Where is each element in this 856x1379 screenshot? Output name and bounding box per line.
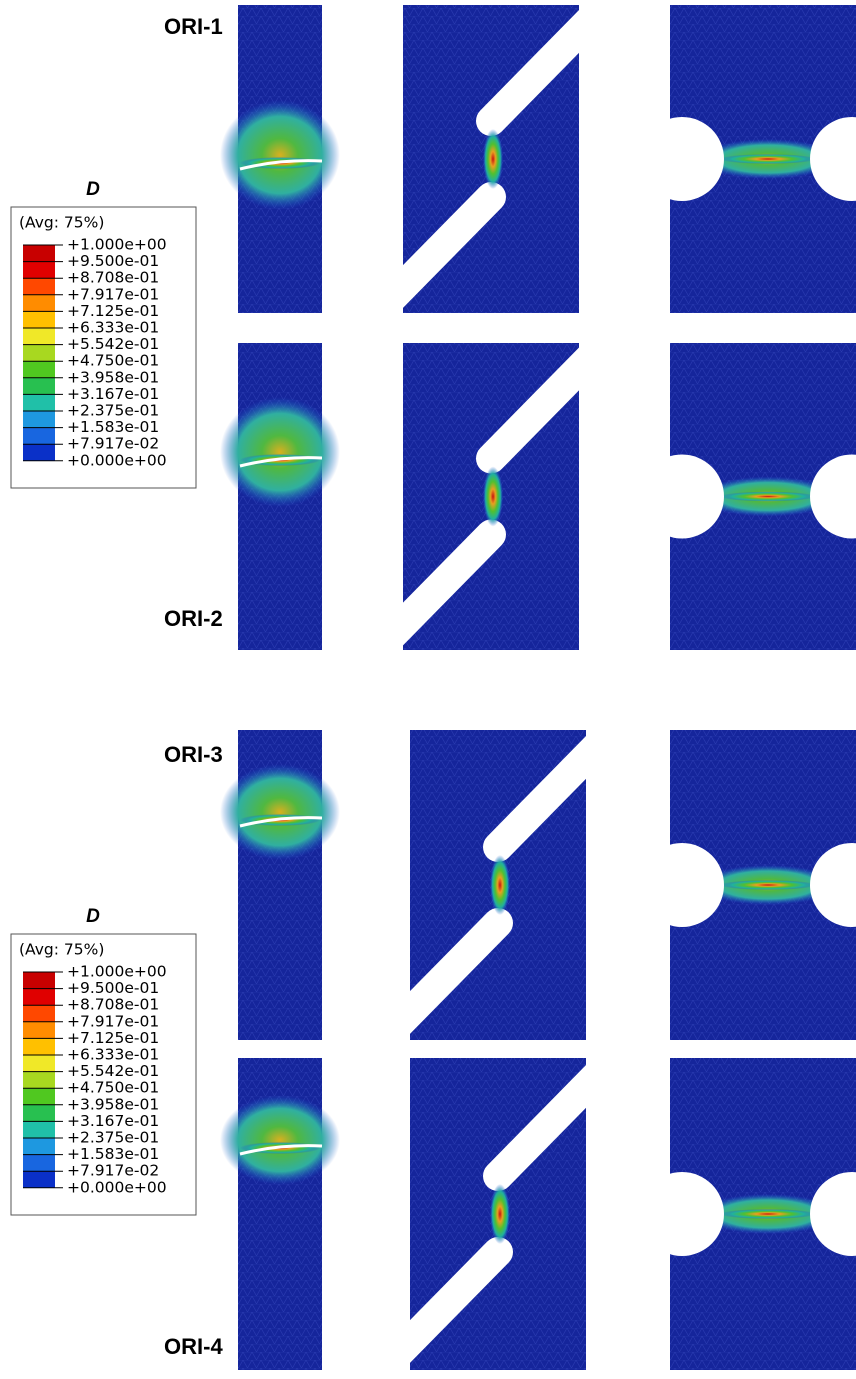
legend-swatch — [23, 1171, 55, 1188]
damage-crack — [720, 1209, 816, 1219]
legend-swatch — [23, 1055, 55, 1072]
legend-swatch — [23, 411, 55, 428]
legend-level: +8.708e-01 — [67, 996, 159, 1014]
legend-level: +0.000e+00 — [67, 451, 167, 469]
legend-level: +0.000e+00 — [67, 1178, 167, 1196]
damage-crack — [720, 880, 816, 890]
legend-level: +7.917e-01 — [67, 285, 159, 303]
legend-level: +7.125e-01 — [67, 1029, 159, 1047]
row-label: ORI-2 — [164, 606, 223, 631]
figure: ORI-1 ORI-2 ORI-3 ORI-4 D (Avg: 75%) +1.000e+0… — [0, 0, 856, 1375]
legend-level: +9.500e-01 — [67, 979, 159, 997]
legend-subtitle: (Avg: 75%) — [19, 214, 104, 232]
legend-swatch — [23, 311, 55, 328]
legend-level: +7.917e-02 — [67, 1162, 159, 1180]
legend-level: +3.167e-01 — [67, 385, 159, 403]
row-label: ORI-3 — [164, 742, 223, 767]
legend-level: +2.375e-01 — [67, 402, 159, 420]
legend-swatch — [23, 428, 55, 445]
legend-swatch — [23, 378, 55, 395]
legend-swatch — [23, 245, 55, 262]
notch — [640, 1172, 724, 1256]
notch — [640, 455, 724, 539]
damage-zone — [483, 467, 503, 527]
legend-swatch — [23, 361, 55, 378]
notch — [640, 117, 724, 201]
legend-swatch — [23, 972, 55, 989]
legend-swatch — [23, 295, 55, 312]
damage-zone — [220, 100, 340, 210]
specimen-row — [220, 343, 856, 655]
legend-swatch — [23, 328, 55, 345]
legend-level: +5.542e-01 — [67, 1062, 159, 1080]
damage-zone — [490, 1184, 510, 1244]
row-label: ORI-1 — [164, 14, 223, 39]
legend-level: +1.000e+00 — [67, 963, 167, 981]
damage-crack — [720, 154, 816, 164]
legend-swatch — [23, 1022, 55, 1039]
damage-crack — [720, 492, 816, 502]
legend-level: +8.708e-01 — [67, 269, 159, 287]
legend-subtitle: (Avg: 75%) — [19, 941, 104, 959]
legend-level: +1.583e-01 — [67, 418, 159, 436]
legend-swatch — [23, 394, 55, 411]
legend-level: +3.958e-01 — [67, 368, 159, 386]
damage-zone — [490, 855, 510, 915]
damage-zone — [483, 129, 503, 189]
legend-swatch — [23, 1072, 55, 1089]
damage-zone — [220, 1095, 340, 1185]
legend-swatch — [23, 1038, 55, 1055]
legend-swatch — [23, 1138, 55, 1155]
legend-swatch — [23, 1121, 55, 1138]
legend-level: +7.125e-01 — [67, 302, 159, 320]
row-label: ORI-4 — [164, 1334, 223, 1359]
legend-swatch — [23, 1005, 55, 1022]
legend-level: +1.000e+00 — [67, 236, 167, 254]
legend-level: +7.917e-01 — [67, 1012, 159, 1030]
notch — [640, 843, 724, 927]
legend-level: +6.333e-01 — [67, 319, 159, 337]
damage-zone — [220, 397, 340, 507]
legend-swatch — [23, 444, 55, 461]
legend-swatch — [23, 1155, 55, 1172]
legend-swatch — [23, 278, 55, 295]
legend-level: +5.542e-01 — [67, 335, 159, 353]
legend-level: +9.500e-01 — [67, 252, 159, 270]
legend-level: +4.750e-01 — [67, 1079, 159, 1097]
specimen-row — [220, 730, 856, 1043]
damage-zone — [220, 764, 340, 860]
legend-level: +3.167e-01 — [67, 1112, 159, 1130]
legend-level: +3.958e-01 — [67, 1095, 159, 1113]
legend-swatch — [23, 1088, 55, 1105]
specimen-row — [220, 5, 856, 317]
legend-swatch — [23, 345, 55, 362]
legend-level: +7.917e-02 — [67, 435, 159, 453]
legend-level: +6.333e-01 — [67, 1046, 159, 1064]
specimen-row — [220, 1058, 856, 1372]
legend-level: +2.375e-01 — [67, 1129, 159, 1147]
legend-swatch — [23, 989, 55, 1006]
legend-swatch — [23, 1105, 55, 1122]
legend-title: D — [86, 179, 100, 200]
legend-level: +4.750e-01 — [67, 352, 159, 370]
legend-swatch — [23, 262, 55, 279]
legend-level: +1.583e-01 — [67, 1145, 159, 1163]
legend-title: D — [86, 906, 100, 927]
